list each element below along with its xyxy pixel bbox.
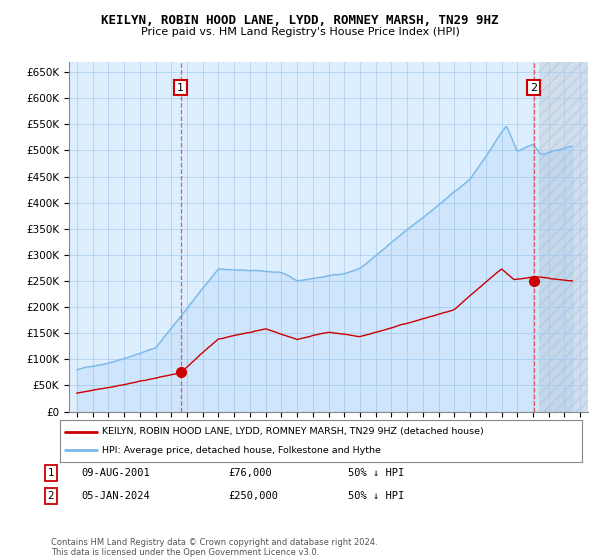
Text: £250,000: £250,000	[228, 491, 278, 501]
Text: 2: 2	[530, 83, 538, 93]
Text: 05-JAN-2024: 05-JAN-2024	[81, 491, 150, 501]
Text: 1: 1	[177, 83, 184, 93]
Text: 50% ↓ HPI: 50% ↓ HPI	[348, 468, 404, 478]
Text: HPI: Average price, detached house, Folkestone and Hythe: HPI: Average price, detached house, Folk…	[102, 446, 380, 455]
Bar	[539, 62, 588, 412]
Text: KEILYN, ROBIN HOOD LANE, LYDD, ROMNEY MARSH, TN29 9HZ: KEILYN, ROBIN HOOD LANE, LYDD, ROMNEY MA…	[101, 14, 499, 27]
Text: KEILYN, ROBIN HOOD LANE, LYDD, ROMNEY MARSH, TN29 9HZ (detached house): KEILYN, ROBIN HOOD LANE, LYDD, ROMNEY MA…	[102, 427, 484, 436]
Text: Price paid vs. HM Land Registry's House Price Index (HPI): Price paid vs. HM Land Registry's House …	[140, 27, 460, 37]
Text: 2: 2	[47, 491, 55, 501]
Text: £76,000: £76,000	[228, 468, 272, 478]
Text: Contains HM Land Registry data © Crown copyright and database right 2024.
This d: Contains HM Land Registry data © Crown c…	[51, 538, 377, 557]
Text: 09-AUG-2001: 09-AUG-2001	[81, 468, 150, 478]
Text: 1: 1	[47, 468, 55, 478]
Text: 50% ↓ HPI: 50% ↓ HPI	[348, 491, 404, 501]
